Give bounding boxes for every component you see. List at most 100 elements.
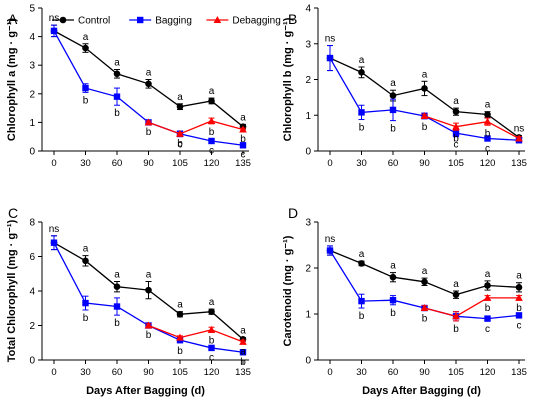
- x-tick-label: 90: [143, 367, 154, 378]
- data-label: a: [209, 86, 215, 97]
- data-label: a: [146, 68, 152, 79]
- y-tick-label: 0: [29, 356, 35, 367]
- data-point: [176, 310, 184, 318]
- x-tick-label: 60: [112, 367, 123, 378]
- data-label: a: [177, 92, 183, 103]
- data-point: [82, 44, 89, 52]
- data-point: [389, 106, 397, 114]
- data-label: c: [485, 324, 490, 335]
- data-point: [144, 321, 153, 329]
- y-tick-label: 1: [305, 111, 311, 122]
- data-point: [207, 325, 216, 333]
- x-tick-label: 90: [419, 158, 430, 169]
- series-line: [53, 30, 244, 128]
- y-tick-label: 2: [29, 321, 35, 332]
- data-point: [208, 344, 215, 352]
- data-point: [239, 142, 247, 149]
- x-axis-label: Days After Bagging (d): [86, 385, 205, 397]
- data-point: [50, 27, 58, 35]
- x-tick-label: 120: [480, 158, 496, 169]
- data-label: c: [517, 321, 522, 332]
- data-label: b: [240, 357, 246, 368]
- legend: Control Bagging Debagging: [52, 16, 281, 27]
- panel-c: C 0 2 4 6 8 0 30 60 90 105 120 135 Days After Bagging…: [6, 205, 251, 397]
- data-point: [208, 308, 215, 316]
- x-tick-label: 0: [327, 367, 332, 378]
- data-point: [208, 97, 215, 105]
- data-label: a: [453, 279, 459, 290]
- data-label: a: [516, 271, 522, 282]
- panel-letter: C: [8, 205, 18, 221]
- x-tick-label: 30: [80, 367, 91, 378]
- data-label: a: [114, 57, 120, 68]
- data-label: b: [422, 313, 428, 324]
- panel-letter: B: [288, 11, 297, 27]
- data-label: b: [516, 303, 522, 314]
- y-axis-label: Chlorophyll a (mg · g⁻¹): [6, 18, 18, 141]
- x-tick-label: 30: [80, 158, 91, 169]
- data-label: c: [178, 140, 183, 151]
- series-line: [148, 324, 244, 343]
- data-label: a: [390, 78, 396, 89]
- data-label: a: [146, 270, 152, 281]
- data-point: [239, 125, 247, 133]
- data-point: [50, 239, 58, 246]
- data-label: b: [359, 311, 365, 322]
- data-point: [113, 303, 121, 310]
- x-tick-label: 60: [388, 158, 399, 169]
- data-label: b: [83, 95, 89, 106]
- data-label: b: [209, 335, 215, 346]
- data-point: [452, 122, 460, 130]
- data-label: b: [114, 108, 120, 119]
- y-axis-label: Chlorophyll b (mg · g⁻¹): [282, 17, 294, 141]
- data-label: a: [422, 69, 428, 80]
- data-point: [176, 129, 184, 137]
- data-label: a: [359, 55, 365, 66]
- legend-label: Control: [78, 16, 110, 27]
- data-point: [483, 293, 492, 301]
- data-point: [515, 293, 523, 301]
- data-label: a: [83, 32, 89, 43]
- panel-letter: A: [8, 11, 18, 27]
- data-point: [113, 283, 121, 290]
- x-tick-label: 135: [235, 367, 251, 378]
- x-tick-label: 60: [388, 367, 399, 378]
- data-label: a: [422, 266, 428, 277]
- data-label: b: [177, 346, 183, 357]
- x-axis-label: Days After Bagging (d): [362, 385, 481, 397]
- legend-item: Control: [52, 16, 110, 27]
- series-debagging: ba: [144, 321, 247, 358]
- data-point: [82, 299, 89, 307]
- y-tick-label: 5: [29, 4, 35, 15]
- data-point: [421, 85, 428, 92]
- legend-item: Bagging: [129, 16, 192, 27]
- series-line: [424, 115, 520, 140]
- series-bagging: b bbb c c: [326, 245, 523, 335]
- legend-item: Debagging: [206, 16, 281, 27]
- data-point: [145, 286, 152, 294]
- y-axis-label: Total Chlorophyll (mg · g⁻¹): [6, 219, 18, 362]
- legend-label: Debagging: [232, 16, 280, 27]
- data-label: c: [485, 143, 490, 154]
- y-tick-label: 1: [305, 310, 311, 321]
- data-label: a: [240, 347, 246, 358]
- data-point: [515, 284, 523, 291]
- data-label: b: [240, 134, 246, 145]
- data-label: a: [240, 326, 246, 337]
- panel-a: A 0 1 2 3 4 5 0 30 60 90 105 120 135 Chlorophyll a (mg…: [6, 4, 281, 170]
- x-tick-label: 105: [172, 158, 188, 169]
- data-label: ns: [49, 224, 60, 235]
- data-label: b: [390, 124, 396, 135]
- data-label: a: [209, 297, 215, 308]
- data-point: [239, 337, 247, 345]
- data-label: ns: [325, 234, 336, 245]
- x-tick-label: 90: [419, 367, 430, 378]
- data-label: b: [485, 303, 491, 314]
- y-tick-label: 3: [305, 218, 311, 229]
- y-tick-label: 1: [29, 118, 35, 129]
- x-tick-label: 0: [327, 158, 332, 169]
- legend-marker: [59, 16, 67, 24]
